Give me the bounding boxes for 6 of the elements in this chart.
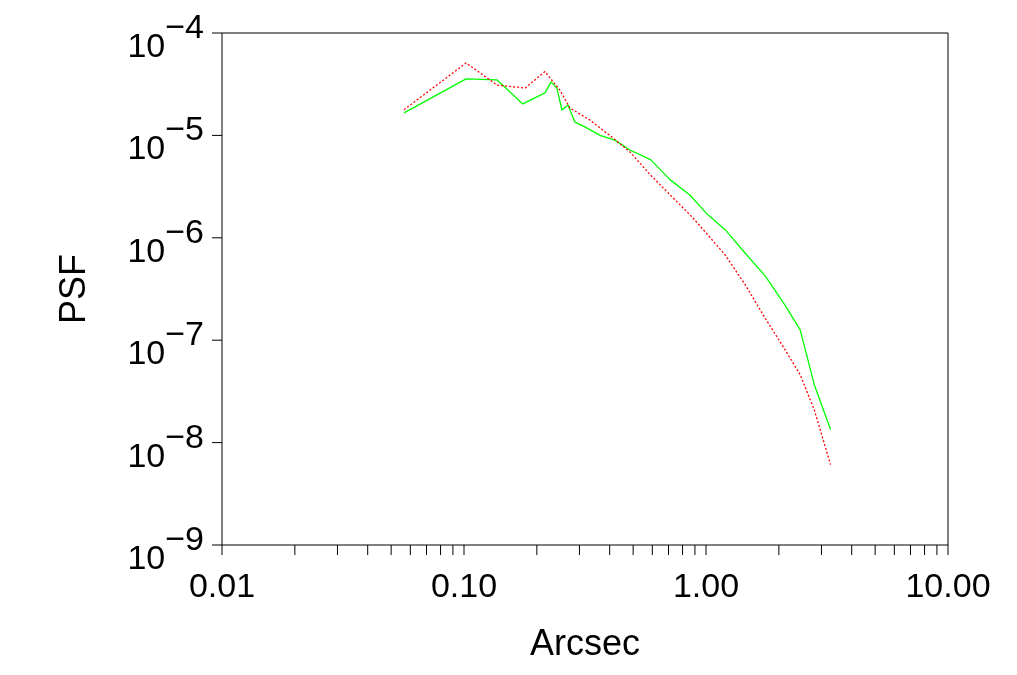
x-tick-label: 10.00 [905,566,991,604]
x-tick-label: 0.10 [430,566,498,604]
x-tick-label: 0.01 [188,566,256,604]
y-axis-title: PSF [51,253,93,325]
x-axis-title: Arcsec [529,622,641,663]
x-tick-label: 1.00 [672,566,740,604]
